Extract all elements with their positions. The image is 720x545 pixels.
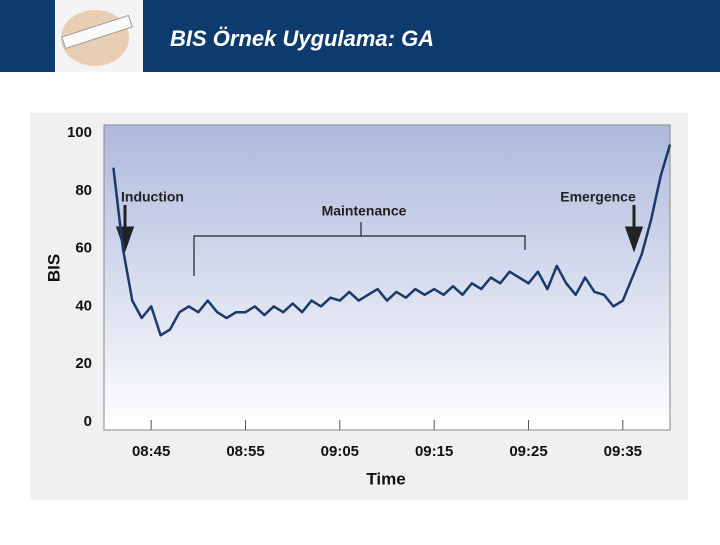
y-tick-label: 100	[67, 124, 92, 141]
plot-area	[103, 124, 671, 431]
slide-title: BIS Örnek Uygulama: GA	[170, 26, 434, 51]
series-line	[112, 144, 672, 337]
x-tick-label: 09:35	[604, 443, 642, 460]
annotation: Maintenance	[322, 203, 407, 219]
arrow	[624, 205, 644, 253]
annotation: Induction	[121, 189, 184, 205]
y-tick-label: 60	[75, 240, 92, 257]
bracket	[193, 222, 526, 276]
x-tick-label: 08:55	[226, 443, 264, 460]
x-tick-label: 08:45	[132, 443, 170, 460]
y-tick-label: 80	[75, 182, 92, 199]
x-tick-label: 09:05	[321, 443, 359, 460]
photo-sensor	[61, 14, 133, 50]
x-axis-label: Time	[366, 469, 405, 488]
y-tick-label: 0	[84, 413, 92, 430]
x-tick-label: 09:25	[509, 443, 547, 460]
y-tick-label: 20	[75, 355, 92, 372]
y-axis-label: BIS	[44, 254, 63, 282]
x-tick-label: 09:15	[415, 443, 453, 460]
y-tick-label: 40	[75, 297, 92, 314]
annotation: Emergence	[560, 189, 636, 205]
